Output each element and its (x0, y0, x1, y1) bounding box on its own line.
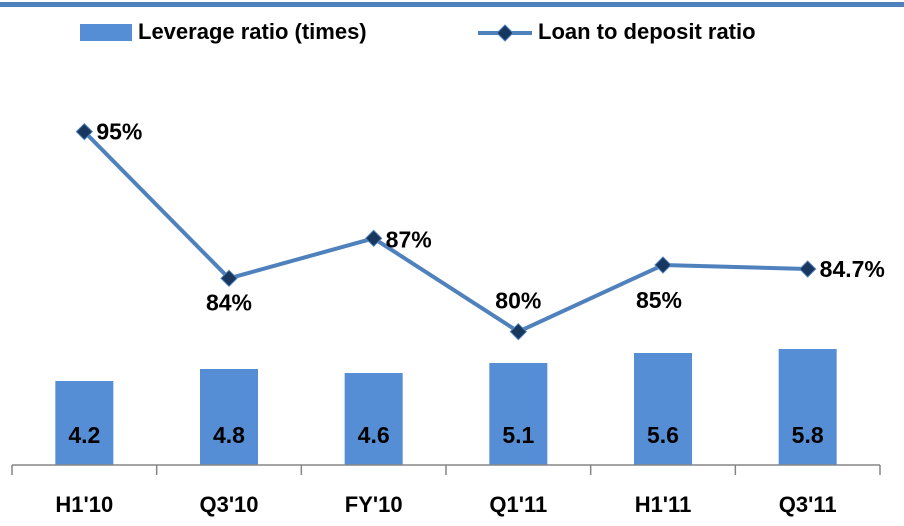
bar-label: 5.1 (502, 422, 534, 448)
legend-label: Loan to deposit ratio (538, 19, 756, 44)
legend-label: Leverage ratio (times) (138, 19, 367, 44)
line-marker (220, 269, 238, 288)
line-label: 85% (636, 287, 682, 313)
bar (200, 369, 258, 465)
x-tick-label: H1'10 (55, 492, 113, 517)
x-tick-label: FY'10 (345, 492, 403, 517)
bar (489, 363, 548, 465)
line (82, 130, 808, 334)
x-tick-label: Q3'11 (779, 492, 837, 517)
x-tick-label: H1'11 (635, 492, 692, 517)
legend-marker (496, 24, 514, 42)
legend-swatch (80, 24, 132, 41)
bar (778, 349, 837, 465)
line-label: 87% (386, 226, 432, 252)
line-label: 84% (206, 289, 252, 315)
bar-label: 4.6 (358, 422, 390, 448)
bar (344, 373, 403, 465)
x-tick-label: Q3'10 (199, 492, 258, 517)
line-marker (798, 260, 817, 278)
line-marker (364, 229, 383, 248)
line-label: 80% (495, 288, 541, 314)
x-tick-label: Q1'11 (489, 492, 547, 517)
bar-label: 5.8 (792, 422, 824, 448)
line-marker (509, 322, 528, 341)
header-rule (0, 2, 904, 7)
line-marker (75, 122, 94, 141)
line-label: 95% (96, 119, 142, 145)
line-marker (654, 256, 672, 274)
bar-label: 5.6 (647, 422, 679, 448)
bar-label: 4.2 (68, 422, 100, 448)
bar (634, 353, 692, 465)
bar (55, 381, 114, 465)
legend: Leverage ratio (times) Loan to deposit r… (80, 19, 756, 44)
line-label: 84.7% (820, 256, 885, 282)
bar-label: 4.8 (213, 422, 245, 448)
